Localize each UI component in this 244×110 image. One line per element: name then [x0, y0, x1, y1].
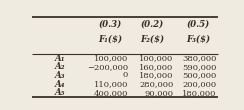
- Text: 180,000: 180,000: [182, 89, 217, 97]
- Text: 110,000: 110,000: [93, 80, 128, 88]
- Text: 200,000: 200,000: [183, 80, 217, 88]
- Text: 90,000: 90,000: [144, 89, 173, 97]
- Text: 0: 0: [123, 72, 128, 79]
- Text: 180,000: 180,000: [139, 72, 173, 79]
- Text: 590,000: 590,000: [182, 63, 217, 71]
- Text: 160,000: 160,000: [139, 63, 173, 71]
- Text: 100,000: 100,000: [94, 54, 128, 62]
- Text: A₁: A₁: [55, 54, 65, 63]
- Text: 100,000: 100,000: [139, 54, 173, 62]
- Text: 280,000: 280,000: [139, 80, 173, 88]
- Text: (0.2): (0.2): [141, 19, 164, 28]
- Text: (0.5): (0.5): [186, 19, 210, 28]
- Text: F₃($): F₃($): [186, 34, 210, 43]
- Text: 380,000: 380,000: [182, 54, 217, 62]
- Text: 500,000: 500,000: [183, 72, 217, 79]
- Text: (0.3): (0.3): [98, 19, 122, 28]
- Text: −200,000: −200,000: [87, 63, 128, 71]
- Text: A₄: A₄: [55, 80, 65, 89]
- Text: F₂($): F₂($): [140, 34, 164, 43]
- Text: F₁($): F₁($): [98, 34, 122, 43]
- Text: A₅: A₅: [55, 88, 65, 97]
- Text: 400,000: 400,000: [93, 89, 128, 97]
- Text: A₂: A₂: [55, 62, 65, 71]
- Text: A₃: A₃: [55, 71, 65, 80]
